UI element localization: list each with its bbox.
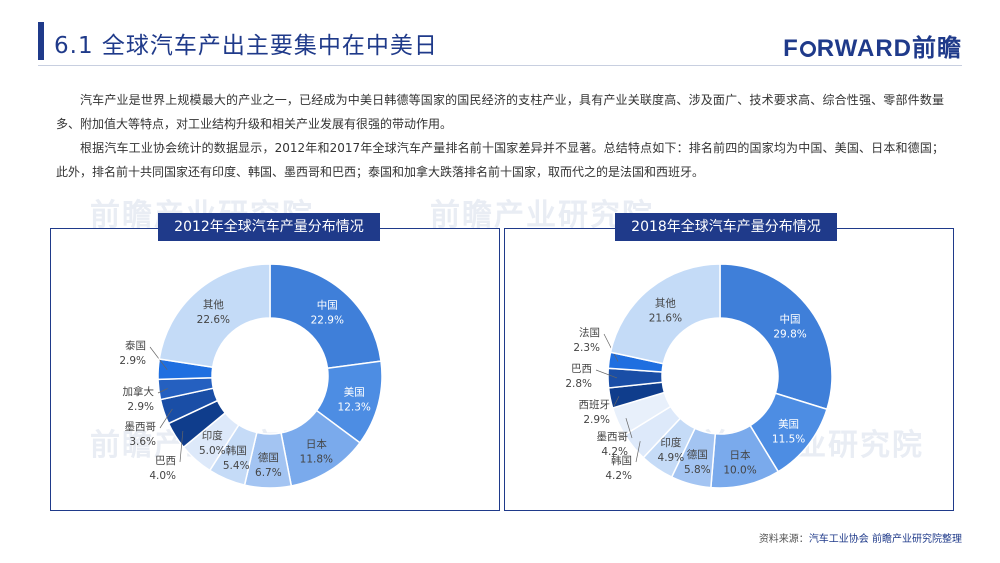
slice-其他 [158, 263, 271, 369]
slice-label-中国: 中国 [780, 312, 801, 325]
leader-line-墨西哥 [159, 408, 173, 429]
slice-label-韩国: 韩国 [226, 444, 247, 457]
slice-label-中国: 中国 [317, 299, 338, 312]
slice-label-德国: 德国 [258, 451, 279, 464]
slice-label-墨西哥: 墨西哥 [597, 431, 629, 443]
slice-label-巴西: 巴西 [571, 363, 592, 375]
slice-value-美国: 12.3% [338, 402, 371, 414]
slice-label-印度: 印度 [660, 436, 681, 449]
source-value: 汽车工业协会 前瞻产业研究院整理 [808, 534, 962, 545]
slice-value-美国: 11.5% [772, 434, 805, 446]
slice-value-日本: 11.8% [300, 454, 333, 466]
slice-value-法国: 2.3% [573, 342, 600, 354]
slice-value-日本: 10.0% [723, 465, 756, 477]
slice-value-德国: 6.7% [255, 467, 282, 479]
slice-label-其他: 其他 [203, 298, 224, 311]
slice-value-德国: 5.8% [684, 464, 711, 476]
slice-label-泰国: 泰国 [125, 339, 146, 352]
slice-label-印度: 印度 [202, 429, 223, 442]
brand-logo: F RWARD前瞻 [783, 35, 962, 62]
slice-label-法国: 法国 [579, 326, 600, 339]
leader-line-巴西 [179, 430, 184, 463]
logo-o-icon [799, 41, 816, 57]
chart-2012-title: 2012年全球汽车产量分布情况 [158, 213, 380, 241]
slice-value-墨西哥: 4.2% [601, 446, 628, 458]
slice-value-中国: 29.8% [773, 328, 806, 340]
page-title: 6.1 全球汽车产出主要集中在中美日 [54, 33, 438, 59]
slice-label-巴西: 巴西 [155, 455, 176, 467]
slice-value-泰国: 2.9% [119, 355, 146, 367]
slice-value-韩国: 4.2% [605, 470, 632, 482]
slice-value-西班牙: 2.9% [583, 414, 610, 426]
leader-line-韩国 [635, 441, 641, 463]
slice-value-巴西: 2.8% [565, 378, 592, 390]
header-divider [38, 65, 962, 66]
intro-paragraph-1: 汽车产业是世界上规模最大的产业之一，已经成为中美日韩德等国家的国民经济的支柱产业… [56, 93, 944, 131]
slice-value-其他: 22.6% [197, 314, 230, 326]
slice-label-美国: 美国 [778, 418, 799, 431]
slice-中国 [719, 263, 833, 411]
slice-label-德国: 德国 [687, 448, 708, 461]
leader-line-西班牙 [613, 396, 620, 407]
leader-line-墨西哥 [625, 418, 633, 439]
slice-value-加拿大: 2.9% [127, 401, 154, 413]
slice-中国 [269, 263, 382, 370]
source-label: 资料来源： [758, 534, 809, 545]
chart-2018-title: 2018年全球汽车产量分布情况 [615, 213, 837, 241]
intro-paragraph-2: 根据汽车工业协会统计的数据显示，2012年和2017年全球汽车产量排名前十国家差… [56, 141, 944, 179]
slice-label-日本: 日本 [306, 438, 327, 451]
slice-label-韩国: 韩国 [611, 454, 632, 467]
slice-其他 [609, 263, 721, 365]
slice-value-印度: 4.9% [658, 452, 685, 464]
slice-label-其他: 其他 [655, 296, 676, 309]
slice-value-印度: 5.0% [199, 445, 226, 457]
title-accent-bar [38, 22, 44, 60]
slice-label-日本: 日本 [730, 449, 751, 462]
leader-line-泰国 [149, 346, 168, 370]
slice-value-巴西: 4.0% [149, 470, 176, 482]
slice-label-美国: 美国 [344, 386, 365, 399]
slice-label-加拿大: 加拿大 [123, 385, 155, 398]
slice-value-墨西哥: 3.6% [129, 436, 156, 448]
slice-value-中国: 22.9% [311, 315, 344, 327]
leader-line-加拿大 [157, 388, 168, 394]
slice-value-其他: 21.6% [649, 312, 682, 324]
slice-value-韩国: 5.4% [223, 460, 250, 472]
source-note: 资料来源：汽车工业协会 前瞻产业研究院整理 [759, 530, 962, 545]
leader-line-巴西 [595, 369, 618, 379]
slice-label-西班牙: 西班牙 [579, 399, 611, 411]
slice-label-墨西哥: 墨西哥 [125, 421, 157, 433]
